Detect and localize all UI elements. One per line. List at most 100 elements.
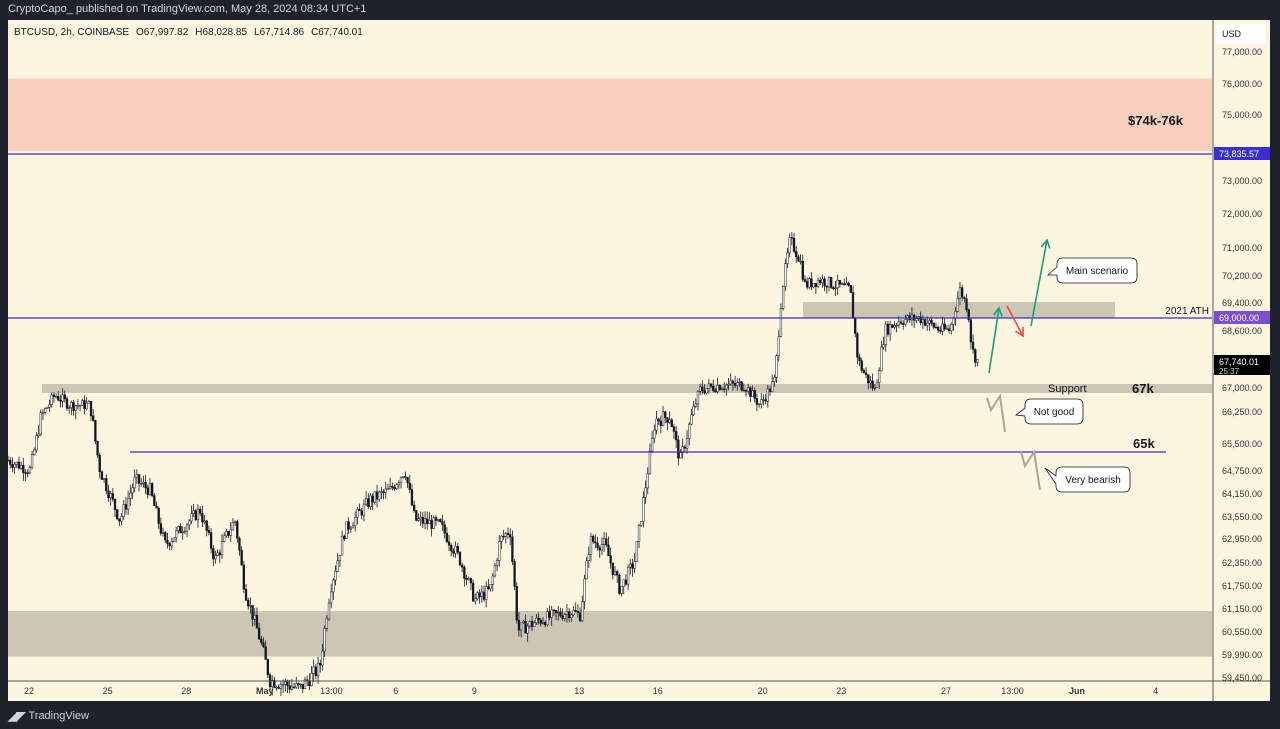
candle-down <box>343 535 346 539</box>
candle-down <box>886 323 890 335</box>
candle-down <box>260 638 263 644</box>
candle-down <box>63 394 66 400</box>
candle-up <box>757 403 761 406</box>
candle-up <box>50 394 53 405</box>
candle-up <box>203 520 206 523</box>
candle-down <box>795 251 798 258</box>
candle-up <box>762 399 765 401</box>
candle-down <box>242 564 245 590</box>
candle-down <box>447 541 451 546</box>
candle-up <box>432 517 435 529</box>
candle-down <box>456 546 459 553</box>
ohlc-legend: BTCUSD, 2h, COINBASE O67,997.82 H68,028.… <box>14 27 363 38</box>
candle-up <box>281 684 285 686</box>
candle-down <box>755 398 759 405</box>
candle-up <box>362 503 366 516</box>
price-tick-label: 77,000.00 <box>1222 47 1262 57</box>
candle-down <box>561 615 564 619</box>
candle-up <box>33 449 36 455</box>
candle-up <box>581 601 584 622</box>
candle-up <box>650 437 654 452</box>
candle-down <box>22 464 25 473</box>
candle-down <box>598 547 601 551</box>
candle-down <box>360 510 363 516</box>
close-value: C67,740.01 <box>311 27 363 38</box>
candle-up <box>572 610 575 616</box>
candle-down <box>502 535 505 538</box>
candle-up <box>897 321 900 326</box>
candle-up <box>419 517 422 520</box>
candle-up <box>345 521 348 539</box>
very-bearish-callout-bubble <box>1044 466 1131 493</box>
candle-up <box>223 535 226 542</box>
candle-up <box>747 387 750 392</box>
candle-up <box>773 377 776 382</box>
candle-down <box>659 420 663 426</box>
candle-up <box>323 627 326 652</box>
candle-up <box>661 411 665 426</box>
candle-up <box>122 504 125 517</box>
candle-up <box>941 323 944 332</box>
candle-up <box>928 319 931 324</box>
symbol-label[interactable]: BTCUSD, 2h, COINBASE <box>14 27 130 38</box>
candle-up <box>196 508 200 521</box>
candle-down <box>150 483 154 496</box>
candle-up <box>958 287 962 299</box>
candle-down <box>463 566 466 579</box>
candle-down <box>347 521 350 530</box>
candle-down <box>971 341 975 350</box>
candle-down <box>52 394 56 397</box>
candle-up <box>81 400 84 406</box>
candle-down <box>847 282 850 286</box>
candle-down <box>854 318 857 334</box>
candle-up <box>629 563 632 568</box>
candle-up <box>602 538 606 545</box>
candle-up <box>87 401 90 404</box>
candle-down <box>124 504 128 510</box>
candle-down <box>408 482 411 490</box>
candle-up <box>888 324 892 335</box>
candle-up <box>378 491 381 500</box>
candle-down <box>382 491 385 493</box>
candle-down <box>513 561 516 587</box>
candle-up <box>349 527 352 530</box>
candle-up <box>633 561 636 569</box>
candle-down <box>286 681 289 686</box>
candle-down <box>415 510 418 521</box>
candle-down <box>749 387 752 397</box>
time-tick-label: 23 <box>836 686 846 696</box>
candle-down <box>319 662 322 666</box>
candle-down <box>65 398 69 409</box>
candle-up <box>373 491 376 503</box>
candle-up <box>557 611 560 614</box>
candle-up <box>120 516 123 522</box>
candle-up <box>834 287 837 289</box>
time-tick-label: 28 <box>181 686 191 696</box>
candle-up <box>904 319 907 325</box>
price-tick-label: 59,450.00 <box>1222 673 1262 683</box>
candle-up <box>19 464 23 469</box>
candle-up <box>679 452 682 459</box>
candle-down <box>871 380 874 389</box>
candle-up <box>220 541 224 556</box>
footer: ◢◤ TradingView <box>8 709 89 723</box>
candle-up <box>39 412 42 435</box>
candle-up <box>129 492 132 499</box>
candle-up <box>231 522 235 531</box>
candle-down <box>624 579 628 585</box>
candle-up <box>185 524 189 532</box>
candle-down <box>461 564 464 568</box>
currency-label[interactable]: USD <box>1216 24 1266 44</box>
candle-down <box>683 446 687 449</box>
candle-up <box>30 454 34 468</box>
candle-up <box>926 323 929 326</box>
current-price-tag: 67,740.01 <box>1219 357 1259 367</box>
main-scenario-callout: Main scenario <box>1066 266 1129 277</box>
candle-up <box>85 402 88 410</box>
candle-down <box>744 390 748 392</box>
candle-down <box>677 439 680 459</box>
candle-down <box>934 327 938 329</box>
time-tick-label: 6 <box>393 686 398 696</box>
candle-up <box>550 609 553 618</box>
